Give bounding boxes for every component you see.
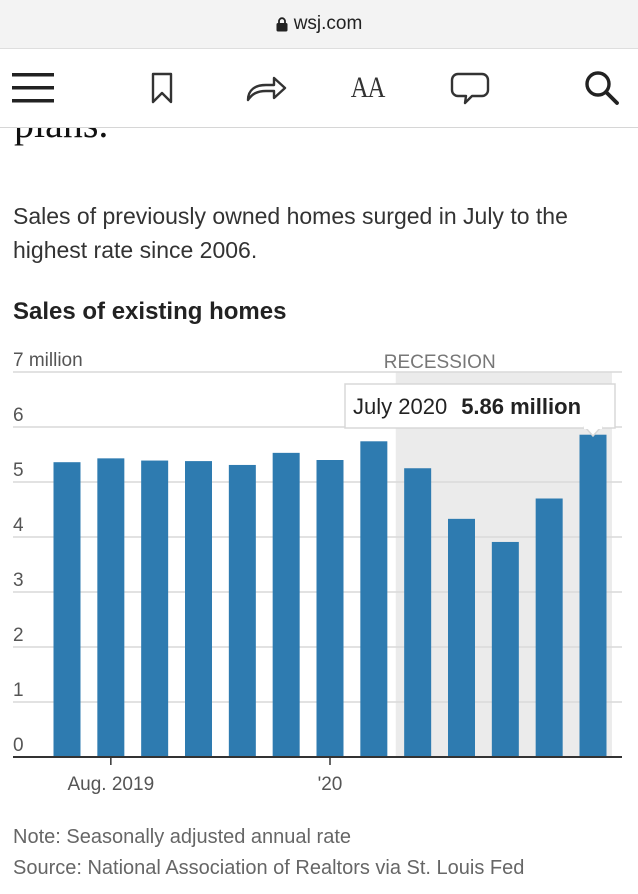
recession-label: RECESSION [384,352,496,373]
y-tick-label: 3 [13,570,24,591]
chart-source: Source: National Association of Realtors… [13,857,525,879]
tooltip-text: July 2020 5.86 million [353,394,581,419]
url-text: wsj.com [293,13,363,34]
tooltip-value: 5.86 million [461,394,581,419]
y-tick-label: 4 [13,515,24,536]
bar [404,468,432,757]
bar [491,541,519,757]
chart-title: Sales of existing homes [13,298,287,325]
address-bar[interactable]: wsj.com [0,0,638,49]
bar [535,498,563,757]
y-tick-label: 6 [13,405,24,426]
bar [97,458,125,757]
share-icon [246,76,287,102]
search-button[interactable] [578,49,626,127]
bookmark-icon [151,72,173,104]
article-toolbar: AA [0,49,638,128]
x-tick-label: '20 [318,774,343,795]
bar [141,460,169,757]
chart-note: Note: Seasonally adjusted annual rate [13,826,352,848]
article-paragraph: Sales of previously owned homes surged i… [13,203,568,263]
bar [579,434,607,757]
text-size-button[interactable]: AA [340,49,396,127]
y-tick-label: 5 [13,460,24,481]
bookmark-button[interactable] [140,49,184,127]
bar [360,441,388,757]
bar [272,452,300,757]
bar [185,461,212,757]
y-tick-label: 1 [13,680,24,701]
y-tick-label: 0 [13,735,24,756]
tooltip-pointer-mask [584,425,602,429]
menu-button[interactable] [8,49,58,127]
bar-chart: RECESSION 7 million 6 5 4 3 2 1 0 Aug. 2019 '20 Jul… [13,350,622,795]
bar [53,462,81,757]
comments-button[interactable] [444,49,496,127]
bar [316,460,344,757]
share-button[interactable] [240,49,292,127]
x-tick-label: Aug. 2019 [68,774,155,795]
text-size-icon: AA [351,71,386,104]
chart-footnotes: Note: Seasonally adjusted annual rate So… [13,822,524,884]
y-tick-label: 2 [13,625,24,646]
lock-icon [276,16,288,31]
tooltip-box [344,383,616,429]
search-icon [585,71,619,105]
y-tick-label: 7 million [13,350,83,371]
bar [448,518,475,757]
comment-icon [450,72,490,105]
tooltip-date: July 2020 [353,394,447,419]
bar [228,464,256,757]
tooltip: July 2020 5.86 million [344,383,616,438]
hamburger-menu-icon [12,73,54,103]
